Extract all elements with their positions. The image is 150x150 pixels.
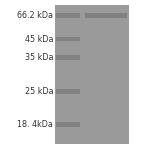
- FancyBboxPatch shape: [56, 122, 80, 127]
- FancyBboxPatch shape: [56, 55, 80, 60]
- FancyBboxPatch shape: [85, 13, 127, 18]
- FancyBboxPatch shape: [55, 4, 129, 144]
- Text: 25 kDa: 25 kDa: [25, 87, 53, 96]
- FancyBboxPatch shape: [56, 89, 80, 94]
- FancyBboxPatch shape: [56, 37, 80, 41]
- Text: 35 kDa: 35 kDa: [25, 53, 53, 62]
- Text: 66.2 kDa: 66.2 kDa: [17, 11, 53, 20]
- Text: 18. 4kDa: 18. 4kDa: [17, 120, 53, 129]
- Text: 45 kDa: 45 kDa: [25, 34, 53, 43]
- FancyBboxPatch shape: [56, 13, 80, 18]
